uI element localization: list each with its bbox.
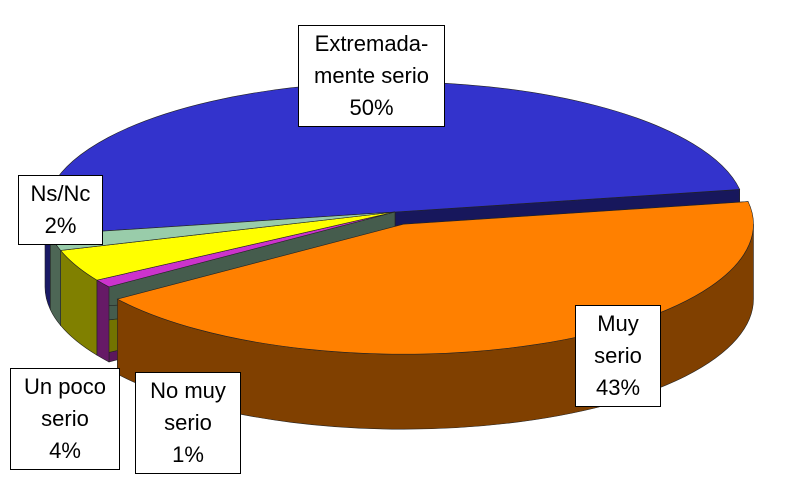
slice-label: Extremada- mente serio 50% xyxy=(298,25,445,127)
value-label: 1% xyxy=(172,441,204,467)
slice-label: Un poco serio 4% xyxy=(10,368,120,470)
slice-label: Muy serio 43% xyxy=(575,305,661,407)
value-label: 2% xyxy=(44,212,77,238)
slice-label: No muy serio 1% xyxy=(135,372,241,474)
value-label: 43% xyxy=(595,374,641,400)
slice-label: Ns/Nc 2% xyxy=(18,175,103,245)
category-label: Muy serio xyxy=(594,311,642,368)
category-label: Extremada- mente serio xyxy=(314,31,429,88)
category-label: Ns/Nc xyxy=(30,181,91,206)
category-label: Un poco serio xyxy=(24,374,106,431)
value-label: 50% xyxy=(349,94,394,120)
category-label: No muy serio xyxy=(150,378,226,435)
slice-wall xyxy=(96,279,110,363)
value-label: 4% xyxy=(49,437,81,463)
